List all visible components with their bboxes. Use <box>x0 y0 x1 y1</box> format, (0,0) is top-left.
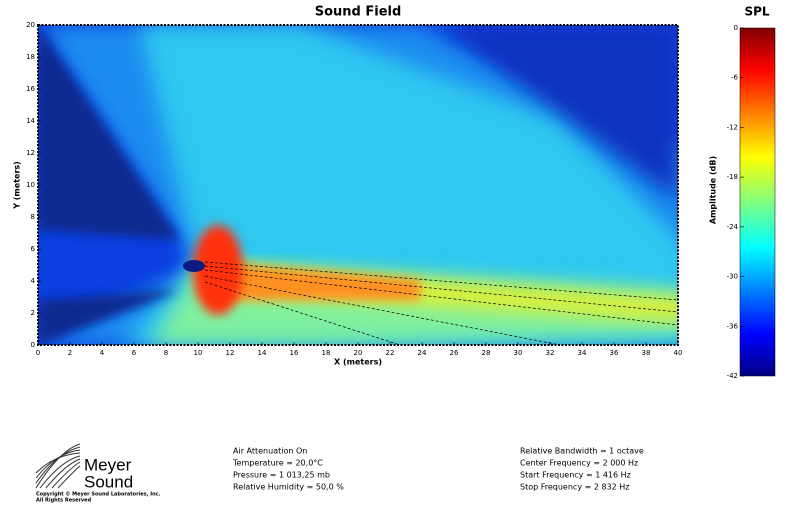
x-tick-label: 36 <box>610 349 619 357</box>
y-tick-label: 4 <box>31 277 36 285</box>
x-tick-label: 14 <box>258 349 267 357</box>
x-axis-label: X (meters) <box>334 358 382 367</box>
setting-text: Start Frequency = 1 416 Hz <box>520 471 631 480</box>
x-tick-label: 32 <box>546 349 555 357</box>
x-tick-label: 24 <box>418 349 427 357</box>
y-tick-label: 14 <box>26 117 35 125</box>
y-tick-label: 8 <box>31 213 35 221</box>
sound-field-map <box>38 25 678 345</box>
x-tick-label: 30 <box>514 349 523 357</box>
y-tick-label: 16 <box>26 85 35 93</box>
colorbar-tick-label: -36 <box>727 322 739 330</box>
x-tick-label: 20 <box>354 349 363 357</box>
colorbar-tick-label: -24 <box>727 223 739 231</box>
y-tick-label: 10 <box>26 181 35 189</box>
setting-text: Stop Frequency = 2 832 Hz <box>520 483 630 492</box>
colorbar-tick-label: -12 <box>727 123 738 131</box>
setting-text: Relative Humidity = 50,0 % <box>233 483 344 492</box>
setting-text: Relative Bandwidth = 1 octave <box>520 447 644 456</box>
x-tick-label: 18 <box>322 349 331 357</box>
y-tick-label: 12 <box>26 149 35 157</box>
colorbar-tick-label: -18 <box>727 173 738 181</box>
y-tick-label: 6 <box>31 245 36 253</box>
x-tick-label: 22 <box>386 349 395 357</box>
logo-text: Meyer <box>84 455 132 474</box>
copyright: All Rights Reserved <box>36 498 92 504</box>
x-tick-label: 28 <box>482 349 491 357</box>
y-tick-label: 0 <box>31 341 35 349</box>
logo: Meyer Sound Copyright © Meyer Sound Labo… <box>35 443 161 504</box>
y-tick-label: 20 <box>26 21 35 29</box>
colorbar-tick-label: -30 <box>727 273 738 281</box>
x-tick-label: 34 <box>578 349 587 357</box>
x-tick-label: 16 <box>290 349 299 357</box>
x-tick-label: 6 <box>132 349 137 357</box>
plot-frame <box>37 24 679 346</box>
x-tick-label: 2 <box>68 349 72 357</box>
x-tick-label: 40 <box>674 349 683 357</box>
setting-text: Air Attenuation On <box>233 447 307 456</box>
y-tick-label: 18 <box>26 53 35 61</box>
colorbar-tick-label: 0 <box>734 24 738 32</box>
x-tick-label: 38 <box>642 349 651 357</box>
x-tick-label: 10 <box>194 349 203 357</box>
setting-text: Center Frequency = 2 000 Hz <box>520 459 638 468</box>
y-tick-label: 2 <box>31 309 35 317</box>
x-tick-label: 12 <box>226 349 235 357</box>
colorbar-tick-label: -42 <box>727 372 738 380</box>
colorbar-title: SPL <box>744 5 769 19</box>
x-tick-label: 0 <box>36 349 40 357</box>
x-tick-label: 4 <box>100 349 105 357</box>
colorbar <box>739 27 776 377</box>
logo-text: Sound <box>84 472 133 491</box>
x-tick-label: 26 <box>450 349 459 357</box>
setting-text: Temperature = 20,0°C <box>232 459 323 468</box>
colorbar-tick-label: -6 <box>731 74 739 82</box>
setting-text: Pressure = 1 013,25 mb <box>233 471 330 480</box>
x-tick-label: 8 <box>164 349 168 357</box>
colorbar-label: Amplitude (dB) <box>709 156 718 224</box>
copyright: Copyright © Meyer Sound Laboratories, In… <box>36 492 161 498</box>
y-axis-label: Y (meters) <box>13 161 22 210</box>
chart-title: Sound Field <box>315 5 402 20</box>
